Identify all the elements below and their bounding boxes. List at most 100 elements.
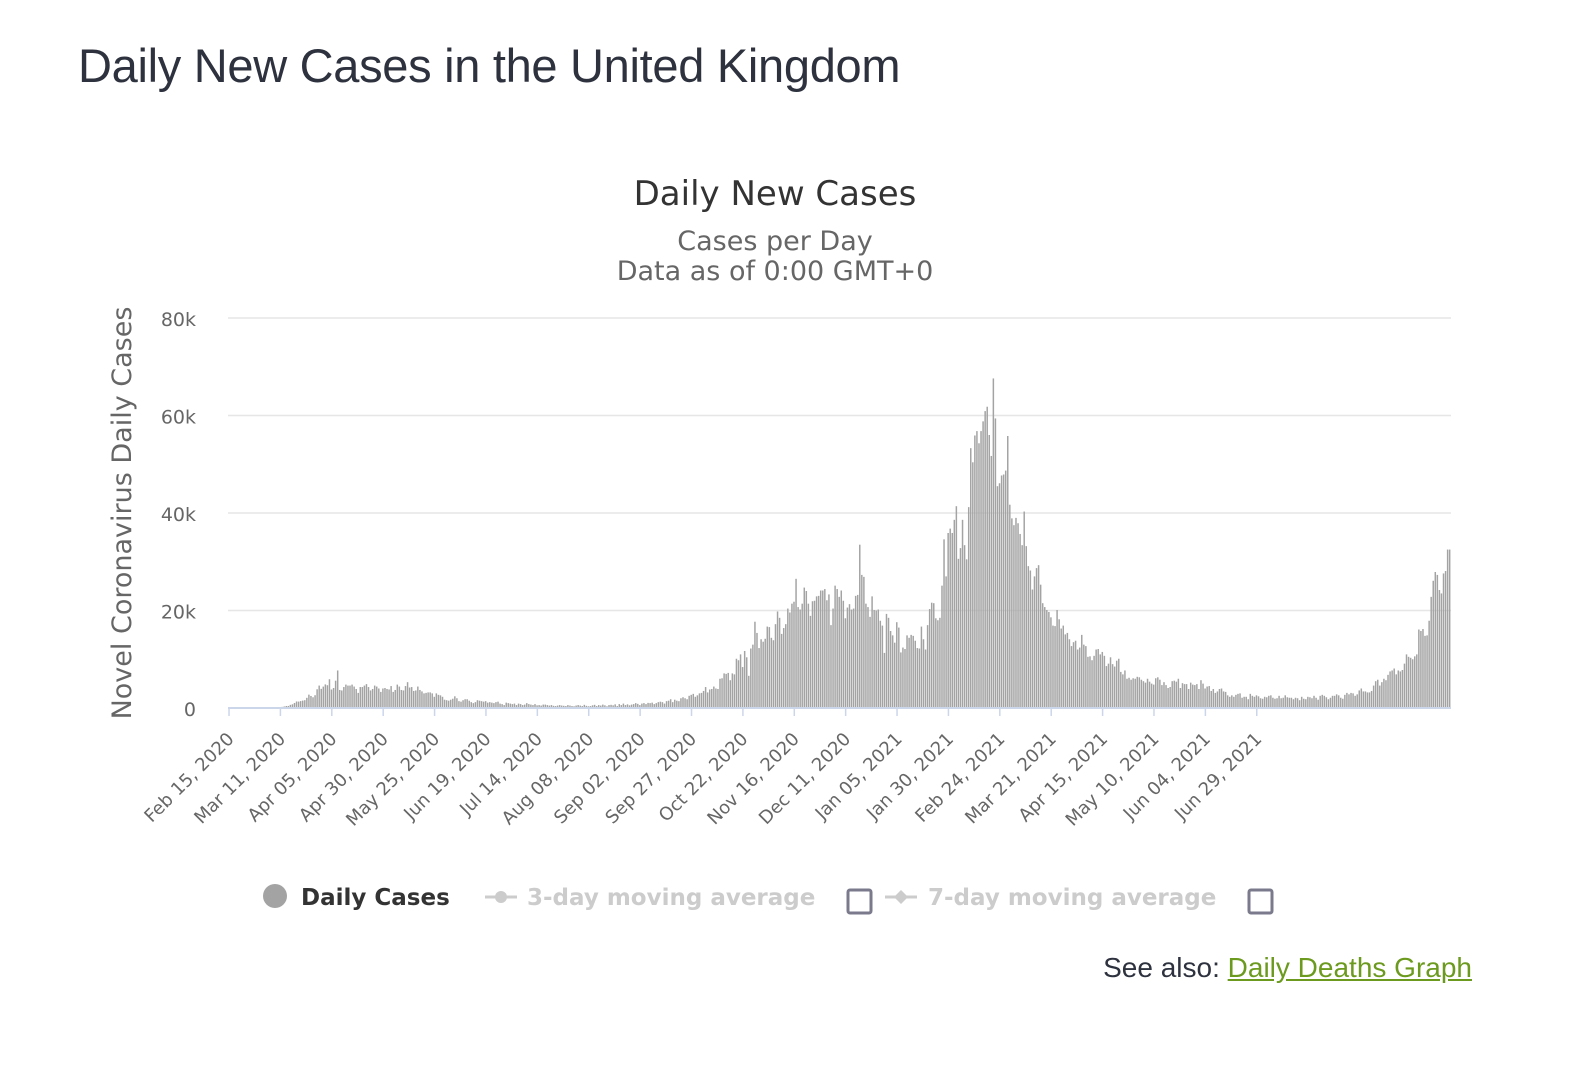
bar (883, 652, 886, 708)
bar (998, 483, 1001, 708)
bar (1278, 695, 1280, 708)
bar (1070, 646, 1073, 708)
bar (824, 589, 826, 708)
bar (1200, 680, 1202, 708)
bar (1333, 695, 1336, 708)
bar (382, 688, 384, 708)
bar (1346, 692, 1348, 708)
bar (1173, 680, 1175, 708)
bar (1136, 676, 1138, 708)
bar (355, 688, 357, 708)
bar (470, 702, 473, 708)
bar (1194, 685, 1196, 708)
bar (787, 608, 789, 708)
bar (552, 705, 555, 708)
legend-item-7-day-average[interactable]: 7-day moving average (885, 885, 1216, 911)
bar (762, 641, 764, 708)
bar (713, 686, 715, 708)
bar (848, 604, 851, 708)
legend-item-3-day-average[interactable]: 3-day moving average (485, 885, 815, 911)
bar (410, 687, 413, 708)
bar (1157, 677, 1159, 708)
bar (620, 705, 623, 708)
bar (906, 635, 908, 708)
bar (1115, 660, 1118, 708)
bar (1407, 656, 1410, 708)
bar (980, 431, 982, 708)
daily-deaths-graph-link[interactable]: Daily Deaths Graph (1227, 952, 1472, 983)
bar (731, 673, 734, 708)
bar (996, 486, 999, 708)
bar (838, 596, 840, 708)
bar (780, 633, 783, 708)
bar (380, 691, 382, 708)
bar (1444, 571, 1447, 708)
bar (1171, 681, 1173, 708)
bar (1362, 691, 1365, 708)
grid-lines (228, 317, 1451, 612)
bar (1403, 663, 1406, 708)
bar (528, 704, 530, 708)
bar (813, 600, 816, 708)
bar (789, 612, 791, 708)
bar (1235, 694, 1237, 708)
bar (1015, 517, 1017, 709)
bar (924, 649, 927, 708)
bar (369, 690, 372, 708)
bar (1224, 691, 1227, 708)
bar (1044, 607, 1046, 708)
bar (1426, 635, 1428, 708)
bar (795, 578, 797, 708)
bar (1039, 584, 1042, 708)
bar (295, 701, 298, 708)
bar (1418, 629, 1420, 708)
bar (404, 686, 407, 708)
bar (961, 519, 964, 708)
bar (846, 607, 849, 708)
bar (1420, 630, 1422, 708)
bar (1216, 691, 1219, 708)
bar (1167, 688, 1169, 708)
chart-subtitle-line-1: Cases per Day (677, 226, 872, 257)
bar (674, 699, 676, 708)
legend-checkbox-3-day-average[interactable] (846, 888, 873, 915)
bar (715, 688, 717, 708)
bar (791, 603, 793, 708)
bar (1002, 474, 1005, 708)
bar (608, 705, 610, 708)
bar (593, 704, 596, 708)
bar (513, 703, 516, 708)
bar (306, 697, 308, 708)
legend-label-7-day-average: 7-day moving average (928, 885, 1216, 911)
bar (852, 608, 855, 708)
bar (343, 687, 345, 708)
bar (482, 701, 485, 708)
bar (871, 596, 873, 708)
bar (949, 528, 951, 708)
bar (690, 694, 692, 708)
bar (437, 694, 440, 708)
bar (653, 704, 655, 708)
bar (1268, 695, 1270, 708)
legend-checkbox-7-day-average[interactable] (1247, 888, 1274, 915)
bar (1370, 690, 1373, 708)
bar (1315, 697, 1317, 708)
legend-item-daily-cases[interactable]: Daily Cases (263, 884, 450, 911)
bar (1177, 678, 1180, 708)
legend-label-3-day-average: 3-day moving average (527, 885, 815, 911)
bar (1009, 504, 1011, 708)
bar (1161, 685, 1163, 708)
bar (1122, 674, 1124, 708)
bar (663, 703, 666, 708)
bar (1183, 684, 1186, 708)
bar (302, 700, 304, 708)
bar (994, 418, 997, 708)
bar (819, 590, 822, 708)
bar (624, 705, 627, 708)
bar (1078, 647, 1081, 708)
bar (912, 635, 914, 708)
bar (1298, 700, 1301, 708)
bar (460, 701, 462, 708)
bar (1422, 629, 1424, 708)
bar (316, 689, 318, 708)
